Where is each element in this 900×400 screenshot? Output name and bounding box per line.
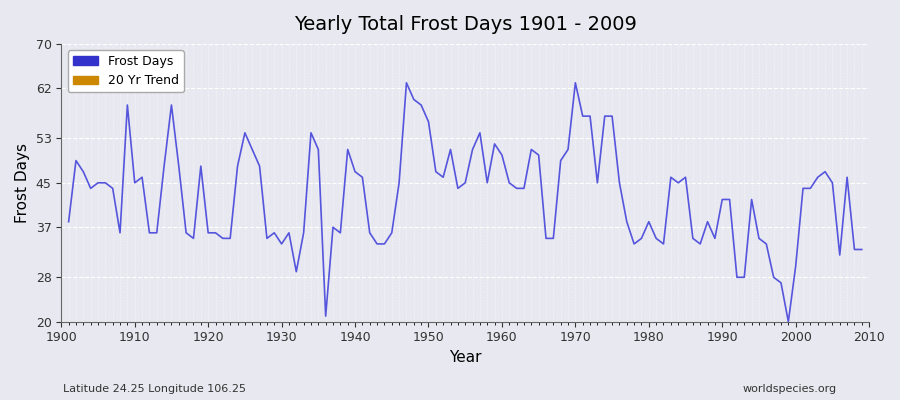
- Y-axis label: Frost Days: Frost Days: [15, 143, 30, 223]
- X-axis label: Year: Year: [449, 350, 482, 365]
- Legend: Frost Days, 20 Yr Trend: Frost Days, 20 Yr Trend: [68, 50, 184, 92]
- Text: worldspecies.org: worldspecies.org: [742, 384, 837, 394]
- Text: Latitude 24.25 Longitude 106.25: Latitude 24.25 Longitude 106.25: [63, 384, 246, 394]
- Title: Yearly Total Frost Days 1901 - 2009: Yearly Total Frost Days 1901 - 2009: [293, 15, 636, 34]
